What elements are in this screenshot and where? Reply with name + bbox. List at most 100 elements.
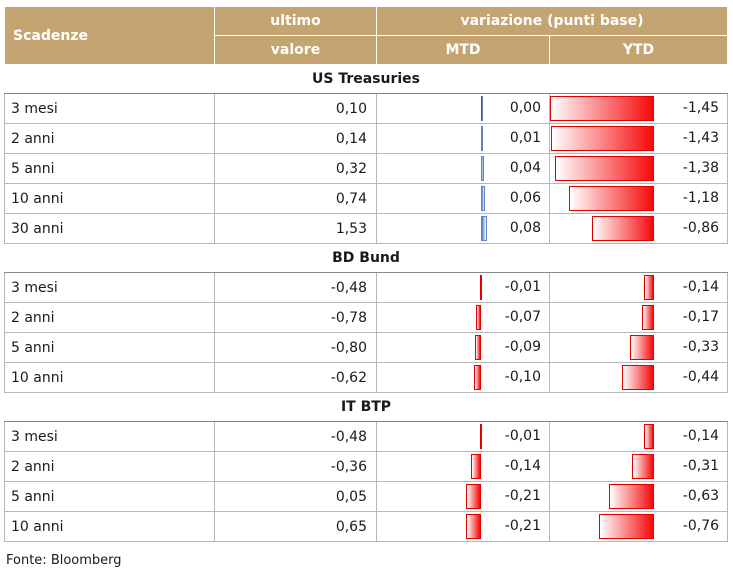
last-value-cell: -0,78: [214, 302, 377, 333]
ytd-data-bar: [641, 305, 654, 330]
table-row: 2 anni -0,36 -0,14 -0,31: [4, 451, 729, 482]
ytd-value: -0,33: [682, 339, 720, 355]
yield-table-container: Scadenze ultimo variazione (punti base) …: [4, 6, 729, 542]
mtd-bar-area: [377, 275, 483, 300]
mtd-cell: 0,04: [376, 153, 550, 184]
last-value-cell: 0,65: [214, 511, 377, 542]
mtd-bar-area: [377, 514, 481, 539]
ytd-bar-area: [550, 186, 654, 211]
mtd-value: 0,04: [509, 160, 541, 176]
maturity-cell: 10 anni: [4, 511, 215, 542]
header-last-line1: ultimo: [214, 6, 377, 36]
mtd-data-bar: [470, 454, 481, 479]
mtd-value: 0,00: [509, 100, 541, 116]
ytd-data-bar: [643, 275, 654, 300]
mtd-value: -0,21: [504, 518, 541, 534]
mtd-cell: -0,09: [376, 332, 550, 363]
table-row: 5 anni -0,80 -0,09 -0,33: [4, 332, 729, 363]
table-body: US Treasuries 3 mesi 0,10 0,00 -1,45 2 anni 0,…: [4, 64, 729, 542]
last-value-cell: 0,74: [214, 183, 377, 214]
group-header-row: US Treasuries: [4, 64, 728, 94]
ytd-bar-area: [550, 365, 654, 390]
mtd-value: -0,07: [504, 309, 541, 325]
ytd-cell: -0,17: [548, 302, 729, 333]
mtd-data-bar: [480, 275, 483, 300]
ytd-value: -0,63: [682, 488, 720, 504]
last-value-cell: -0,48: [214, 421, 377, 452]
maturity-cell: 5 anni: [4, 153, 215, 184]
mtd-cell: -0,14: [376, 451, 550, 482]
ytd-data-bar: [551, 126, 654, 151]
maturity-cell: 3 mesi: [4, 93, 215, 124]
ytd-value: -1,38: [682, 160, 720, 176]
ytd-cell: -1,18: [548, 183, 729, 214]
table-row: 10 anni 0,65 -0,21 -0,76: [4, 511, 729, 542]
mtd-value: -0,01: [504, 279, 541, 295]
ytd-bar-area: [550, 156, 654, 181]
maturity-cell: 30 anni: [4, 213, 215, 244]
last-value-cell: -0,62: [214, 362, 377, 393]
mtd-bar-area: [377, 126, 483, 151]
mtd-value: 0,06: [509, 190, 541, 206]
mtd-cell: -0,21: [376, 511, 550, 542]
header-change: variazione (punti base): [375, 6, 729, 36]
ytd-cell: -1,45: [548, 93, 729, 124]
ytd-value: -0,31: [682, 458, 720, 474]
header-maturity: Scadenze: [4, 6, 215, 65]
ytd-value: -0,14: [682, 279, 720, 295]
maturity-cell: 10 anni: [4, 183, 215, 214]
last-value-cell: 0,32: [214, 153, 377, 184]
ytd-value: -1,45: [682, 100, 720, 116]
table-row: 10 anni -0,62 -0,10 -0,44: [4, 362, 729, 393]
ytd-bar-area: [550, 305, 654, 330]
last-value-cell: 0,14: [214, 123, 377, 154]
ytd-data-bar: [550, 96, 654, 121]
mtd-cell: 0,08: [376, 213, 550, 244]
mtd-value: 0,01: [509, 130, 541, 146]
ytd-bar-area: [550, 514, 654, 539]
ytd-value: -0,44: [682, 369, 720, 385]
mtd-value: -0,10: [504, 369, 541, 385]
header-last-line2: valore: [214, 35, 377, 65]
mtd-data-bar: [475, 305, 481, 330]
mtd-data-bar: [474, 335, 481, 360]
ytd-data-bar: [630, 335, 654, 360]
table-row: 10 anni 0,74 0,06 -1,18: [4, 183, 729, 214]
mtd-cell: 0,00: [376, 93, 550, 124]
mtd-bar-area: [377, 96, 483, 121]
header-mtd: MTD: [376, 35, 550, 65]
ytd-bar-area: [550, 424, 654, 449]
ytd-cell: -0,33: [548, 332, 729, 363]
mtd-zero-bar: [481, 96, 482, 121]
mtd-data-bar: [481, 216, 487, 241]
maturity-cell: 10 anni: [4, 362, 215, 393]
ytd-value: -0,86: [682, 220, 720, 236]
group-header-row: BD Bund: [4, 243, 728, 273]
mtd-bar-area: [377, 454, 481, 479]
ytd-cell: -0,14: [548, 272, 729, 303]
ytd-data-bar: [608, 484, 654, 509]
mtd-bar-area: [377, 186, 486, 211]
mtd-cell: -0,01: [376, 272, 550, 303]
last-value-cell: 0,05: [214, 481, 377, 512]
mtd-data-bar: [481, 126, 483, 151]
ytd-data-bar: [643, 424, 654, 449]
ytd-bar-area: [550, 484, 654, 509]
ytd-bar-area: [550, 216, 654, 241]
last-value-cell: -0,36: [214, 451, 377, 482]
ytd-data-bar: [631, 454, 654, 479]
maturity-cell: 3 mesi: [4, 421, 215, 452]
group-title: BD Bund: [4, 243, 728, 273]
group-title: IT BTP: [4, 392, 728, 422]
mtd-data-bar: [473, 365, 481, 390]
ytd-cell: -0,63: [548, 481, 729, 512]
yield-table: Scadenze ultimo variazione (punti base) …: [4, 6, 729, 542]
ytd-data-bar: [622, 365, 654, 390]
mtd-data-bar: [481, 186, 486, 211]
table-row: 3 mesi -0,48 -0,01 -0,14: [4, 421, 729, 452]
mtd-bar-area: [377, 156, 484, 181]
table-row: 3 mesi 0,10 0,00 -1,45: [4, 93, 729, 124]
table-row: 5 anni 0,32 0,04 -1,38: [4, 153, 729, 184]
maturity-cell: 5 anni: [4, 481, 215, 512]
mtd-bar-area: [377, 305, 481, 330]
